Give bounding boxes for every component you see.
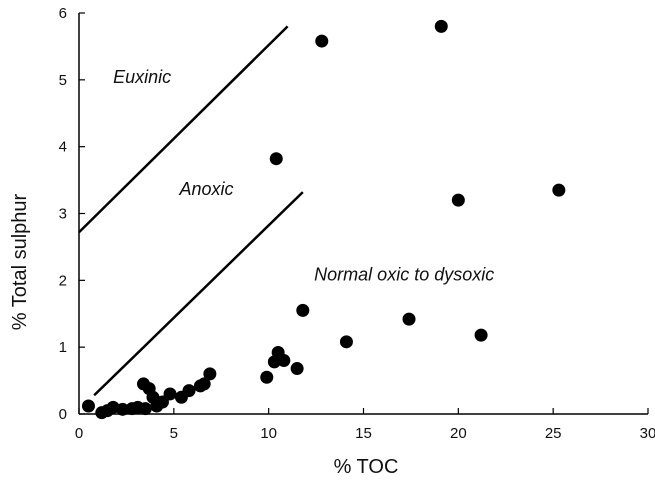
y-tick-label: 4: [59, 139, 67, 156]
data-point: [339, 335, 353, 349]
y-tick-label: 3: [59, 206, 67, 223]
data-points: [81, 19, 566, 420]
y-tick-label: 2: [59, 272, 67, 289]
data-point: [138, 402, 152, 416]
zone-label: Anoxic: [179, 179, 234, 199]
data-point: [290, 362, 304, 376]
data-point: [451, 193, 465, 207]
y-tick-label: 1: [59, 339, 67, 356]
zone-label: Euxinic: [113, 67, 171, 87]
data-point: [269, 152, 283, 166]
data-point: [474, 328, 488, 342]
data-point: [277, 354, 291, 368]
zone-labels: Euxinic Anoxic Normal oxic to dysoxic: [113, 67, 494, 284]
anoxic-boundary-line: [93, 191, 304, 397]
data-point: [402, 312, 416, 326]
x-tick-label: 15: [355, 425, 372, 442]
x-axis-title: % TOC: [334, 456, 399, 478]
data-point: [81, 399, 95, 413]
y-tick-label: 5: [59, 72, 67, 89]
x-tick-label: 25: [545, 425, 562, 442]
data-point: [296, 303, 310, 317]
y-tick-label: 0: [59, 406, 67, 423]
x-tick-label: 20: [450, 425, 467, 442]
ticks: 0 5 10 15 20 25 30 0 1 2 3 4 5 6: [59, 5, 655, 442]
data-point: [163, 387, 177, 401]
data-point: [182, 384, 196, 398]
x-tick-label: 10: [260, 425, 277, 442]
zone-label: Normal oxic to dysoxic: [314, 264, 494, 284]
x-tick-label: 30: [640, 425, 655, 442]
data-point: [197, 377, 211, 391]
x-tick-label: 0: [75, 425, 83, 442]
data-point: [116, 402, 130, 416]
euxinic-boundary-line: [78, 25, 289, 234]
x-tick-label: 5: [170, 425, 178, 442]
y-axis-title: % Total sulphur: [9, 193, 31, 330]
data-point: [203, 367, 217, 381]
data-point: [552, 183, 566, 197]
data-point: [315, 34, 329, 48]
y-tick-label: 6: [59, 5, 67, 22]
data-point: [260, 370, 274, 384]
boundary-lines: [78, 25, 304, 397]
data-point: [434, 19, 448, 33]
